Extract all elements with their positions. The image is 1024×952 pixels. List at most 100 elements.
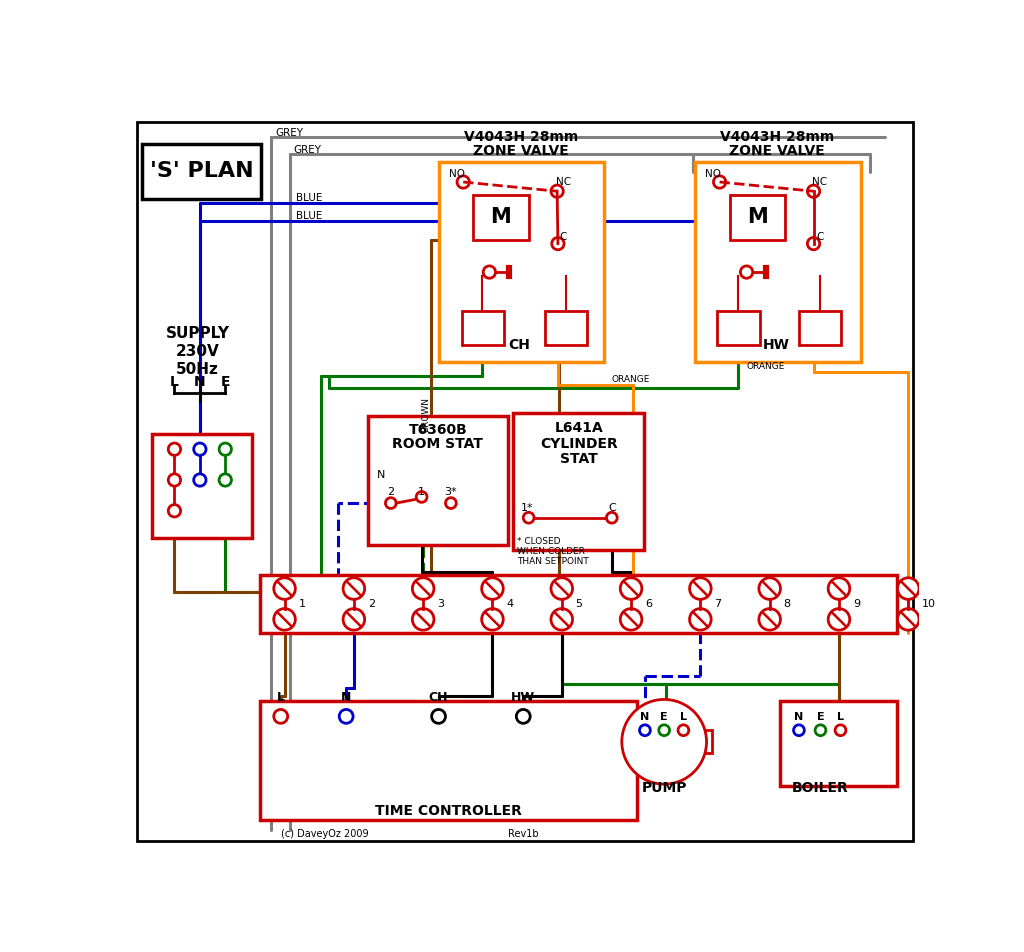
Text: NO: NO: [706, 169, 722, 179]
Bar: [438, 162, 604, 362]
Circle shape: [897, 608, 920, 630]
Text: 50Hz: 50Hz: [176, 362, 219, 377]
Circle shape: [457, 176, 469, 188]
Bar: [779, 701, 897, 785]
Circle shape: [219, 443, 231, 455]
Text: M: M: [490, 208, 511, 228]
Bar: [368, 416, 508, 545]
Circle shape: [273, 608, 295, 630]
Bar: [717, 310, 760, 346]
Circle shape: [523, 512, 535, 523]
Circle shape: [689, 578, 711, 600]
Bar: [260, 575, 897, 633]
Circle shape: [807, 185, 819, 197]
Text: * CLOSED: * CLOSED: [517, 537, 560, 546]
Text: TIME CONTROLLER: TIME CONTROLLER: [375, 804, 522, 818]
Text: HW: HW: [511, 691, 536, 704]
Text: ROOM STAT: ROOM STAT: [392, 437, 483, 451]
Circle shape: [481, 578, 503, 600]
Text: HW: HW: [763, 338, 790, 352]
Text: E: E: [817, 712, 824, 723]
Circle shape: [807, 237, 819, 249]
Circle shape: [219, 474, 231, 486]
Circle shape: [897, 578, 920, 600]
Text: ZONE VALVE: ZONE VALVE: [729, 144, 825, 158]
Circle shape: [621, 578, 642, 600]
Circle shape: [658, 724, 670, 736]
Circle shape: [759, 608, 780, 630]
Circle shape: [794, 724, 804, 736]
Circle shape: [432, 709, 445, 724]
Circle shape: [836, 724, 846, 736]
Circle shape: [339, 709, 353, 724]
Text: BROWN: BROWN: [421, 397, 430, 432]
Text: ORANGE: ORANGE: [611, 375, 650, 385]
Circle shape: [551, 578, 572, 600]
Text: 9: 9: [853, 599, 860, 609]
Text: THAN SETPOINT: THAN SETPOINT: [517, 557, 589, 566]
Circle shape: [551, 608, 572, 630]
Bar: [513, 413, 644, 550]
Circle shape: [551, 185, 563, 197]
Circle shape: [759, 578, 780, 600]
Text: CYLINDER: CYLINDER: [540, 437, 617, 451]
Text: C: C: [559, 232, 567, 243]
Text: BLUE: BLUE: [296, 211, 323, 221]
Bar: [730, 195, 785, 240]
Circle shape: [273, 578, 295, 600]
Text: STAT: STAT: [560, 452, 598, 466]
Text: GREY: GREY: [294, 145, 322, 154]
Text: 7: 7: [714, 599, 721, 609]
Circle shape: [413, 578, 434, 600]
Text: WHEN COLDER: WHEN COLDER: [517, 547, 585, 556]
Text: C: C: [608, 504, 615, 513]
Circle shape: [828, 608, 850, 630]
Text: 5: 5: [575, 599, 583, 609]
Text: E: E: [220, 375, 230, 389]
Circle shape: [640, 724, 650, 736]
Text: N: N: [640, 712, 649, 723]
Text: N: N: [194, 375, 206, 389]
Circle shape: [678, 724, 689, 736]
Text: V4043H 28mm: V4043H 28mm: [464, 130, 579, 145]
Text: BOILER: BOILER: [792, 781, 848, 795]
Circle shape: [481, 608, 503, 630]
Circle shape: [273, 709, 288, 724]
Circle shape: [622, 700, 707, 784]
Circle shape: [552, 237, 564, 249]
Circle shape: [689, 608, 711, 630]
Text: N: N: [795, 712, 804, 723]
Circle shape: [343, 578, 365, 600]
Text: L641A: L641A: [554, 422, 603, 435]
Text: 2: 2: [368, 599, 375, 609]
Text: N: N: [377, 469, 385, 480]
Circle shape: [483, 266, 496, 278]
Text: M: M: [746, 208, 768, 228]
Text: Rev1b: Rev1b: [508, 829, 539, 840]
Text: L: L: [837, 712, 844, 723]
Text: (c) DaveyOz 2009: (c) DaveyOz 2009: [281, 829, 369, 840]
Text: 8: 8: [783, 599, 791, 609]
Circle shape: [828, 578, 850, 600]
Circle shape: [714, 176, 726, 188]
Circle shape: [194, 443, 206, 455]
Circle shape: [740, 266, 753, 278]
Circle shape: [621, 608, 642, 630]
Bar: [473, 195, 528, 240]
Text: T6360B: T6360B: [409, 423, 467, 437]
Circle shape: [168, 474, 180, 486]
Text: L: L: [276, 691, 285, 704]
Text: 4: 4: [506, 599, 513, 609]
Text: V4043H 28mm: V4043H 28mm: [720, 130, 835, 145]
Bar: [462, 310, 504, 346]
Text: 2: 2: [387, 486, 394, 497]
Circle shape: [168, 443, 180, 455]
Bar: [695, 730, 712, 753]
Circle shape: [168, 505, 180, 517]
Text: CH: CH: [509, 338, 530, 352]
Bar: [260, 701, 637, 821]
Bar: [799, 310, 842, 346]
Bar: [142, 144, 261, 199]
Bar: [545, 310, 587, 346]
Text: GREY: GREY: [275, 128, 303, 138]
